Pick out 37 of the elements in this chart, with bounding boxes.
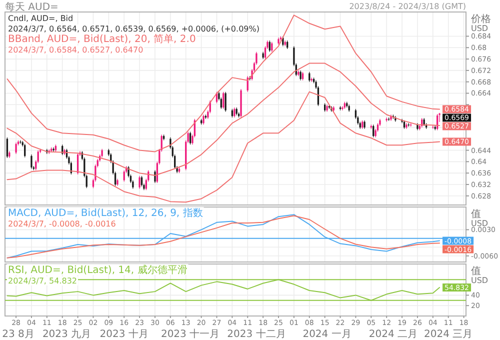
- candlestick: [30, 154, 32, 170]
- chart-title: 每天 AUD=: [5, 1, 58, 13]
- x2-tick-label: 23 8月: [2, 329, 34, 340]
- candlestick: [15, 142, 17, 154]
- y-axis-title: 价格 USD: [470, 13, 491, 33]
- annotation: RSI, AUD=, Bid(Last), 14, 威尔德平滑: [8, 264, 188, 276]
- annotation: 2024/3/7, 0.6564, 0.6571, 0.6539, 0.6569, +0.0006, (+0.09%): [8, 24, 260, 34]
- line-series: [6, 91, 440, 203]
- x2-tick-label: 2024 一月: [302, 329, 352, 340]
- x2-tick-label: 2023 九月: [42, 328, 92, 340]
- x2-tick-label: 2024 三月: [424, 329, 473, 340]
- chart-subtitle: 2023/8/24 - 2024/3/18 (GMT): [349, 2, 466, 11]
- candlestick: [372, 124, 374, 138]
- annotation: 2024/3/7, -0.0008, -0.0016: [8, 220, 116, 228]
- candlestick: [300, 70, 302, 81]
- annotation: MACD, AUD=, Bid(Last), 12, 26, 9, 指数: [8, 207, 203, 219]
- candlestick: [138, 176, 140, 190]
- candlestick: [20, 140, 22, 144]
- candlestick: [224, 92, 226, 112]
- annotation: 2024/3/7, 0.6584, 0.6527, 0.6470: [8, 46, 144, 54]
- candlestick: [222, 92, 224, 110]
- x2-tick-label: 2023 十月: [100, 328, 148, 340]
- x2-tick-label: 2023 十一月: [160, 328, 220, 340]
- candlestick: [154, 170, 156, 184]
- y-axis-title: 值 USD: [471, 266, 488, 285]
- candlestick: [189, 131, 192, 145]
- candlestick: [24, 143, 26, 158]
- x2-tick-label: 2023 十二月: [227, 328, 286, 340]
- y-axis-title: 值 USD: [471, 209, 488, 228]
- annotation: 2024/3/7, 54.832: [8, 276, 78, 286]
- candlestick: [202, 114, 204, 125]
- line-series: [6, 62, 440, 176]
- line-series: [6, 14, 440, 152]
- annotation: Cndl, AUD=, Bid: [8, 14, 74, 23]
- x2-tick-label: 2024 二月: [368, 329, 418, 340]
- candlestick: [6, 137, 8, 158]
- annotation: BBand, AUD=, Bid(Last), 20, 简单, 2.0: [8, 33, 196, 45]
